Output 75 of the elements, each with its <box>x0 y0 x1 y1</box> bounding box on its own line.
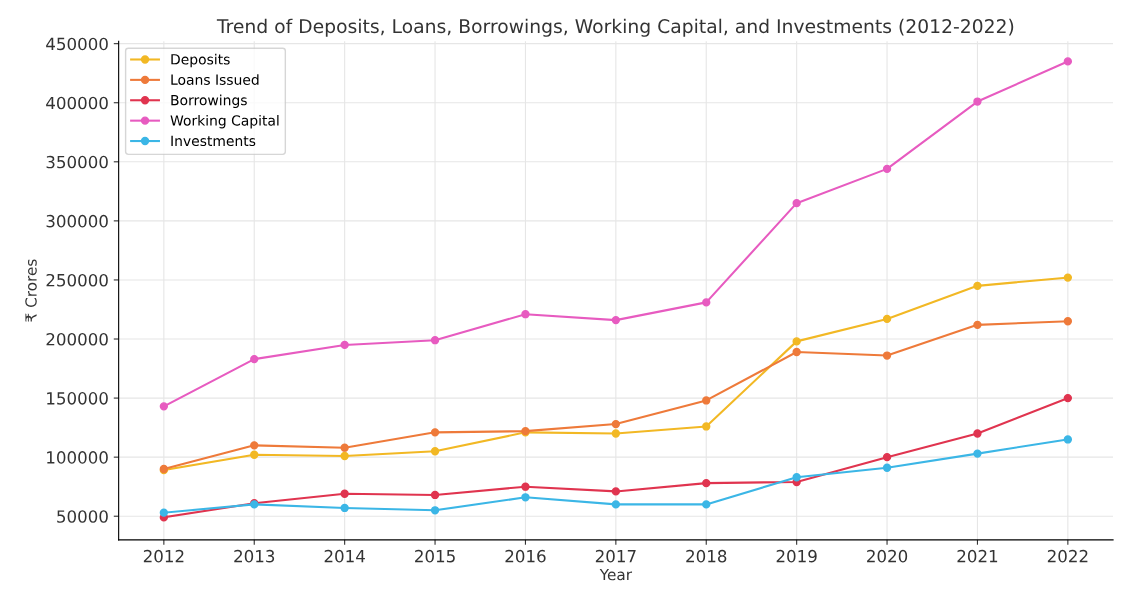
legend-label: Deposits <box>171 53 230 68</box>
point <box>792 337 801 346</box>
point <box>702 422 711 431</box>
point <box>521 310 530 319</box>
point <box>340 451 349 461</box>
y-tick-label: 400000 <box>46 96 108 110</box>
point <box>1063 393 1073 403</box>
y-tick-label: 200000 <box>46 332 108 346</box>
point <box>611 315 621 325</box>
point <box>430 447 440 456</box>
x-tick-label: 2013 <box>234 549 275 563</box>
point <box>340 443 349 452</box>
point <box>973 281 982 291</box>
point <box>521 482 530 491</box>
y-tick-label: 100000 <box>47 451 108 464</box>
x-tick-label: 2021 <box>957 549 998 563</box>
point <box>882 452 892 462</box>
y-tick-label: 300000 <box>46 214 108 228</box>
point <box>1063 57 1073 66</box>
y-tick-label: 450000 <box>46 37 108 51</box>
point <box>882 314 892 324</box>
x-tick-label: 2022 <box>1047 549 1088 563</box>
point <box>973 320 982 330</box>
x-tick-label: 2014 <box>324 549 365 563</box>
x-tick-label: 2019 <box>776 549 817 563</box>
point <box>430 336 440 345</box>
legend-label: Working Capital <box>170 114 279 129</box>
y-tick-label: 250000 <box>46 273 108 287</box>
point <box>882 463 892 472</box>
point <box>702 500 711 509</box>
chart-title: Trend of Deposits, Loans, Borrowings, Working Capital, and Investments (2012-2022) <box>216 18 1014 37</box>
point <box>340 503 349 513</box>
legend-label: Investments <box>171 135 256 147</box>
point <box>702 478 711 488</box>
point <box>611 419 621 429</box>
point <box>702 298 711 307</box>
point <box>882 351 892 360</box>
x-tick-label: 2012 <box>143 549 184 563</box>
y-axis-title: ₹ Crores <box>25 259 37 322</box>
point <box>792 347 801 357</box>
point <box>792 198 801 208</box>
point <box>1063 317 1073 326</box>
point <box>340 340 349 350</box>
legend-label: Loans Issued <box>171 74 259 85</box>
point <box>611 429 621 438</box>
point <box>430 428 440 437</box>
point <box>430 490 440 500</box>
point <box>1063 273 1073 282</box>
point <box>250 450 259 459</box>
y-tick-label: 50000 <box>57 510 108 523</box>
point <box>611 500 621 509</box>
x-tick-label: 2015 <box>415 549 455 563</box>
x-tick-label: 2020 <box>867 549 908 563</box>
point <box>882 164 892 174</box>
point <box>159 508 169 517</box>
point <box>973 449 982 458</box>
x-axis-title: Year <box>599 568 633 581</box>
point <box>521 493 530 502</box>
y-tick-label: 350000 <box>46 155 108 169</box>
point <box>973 97 982 106</box>
point <box>430 506 440 515</box>
x-tick-label: 2016 <box>505 549 546 563</box>
point <box>611 487 621 496</box>
legend-label: Borrowings <box>171 94 247 109</box>
point <box>250 441 259 450</box>
point <box>702 396 711 405</box>
point <box>340 489 349 498</box>
point <box>973 429 982 438</box>
point <box>792 473 801 482</box>
point <box>1063 435 1073 444</box>
x-tick-label: 2018 <box>686 549 727 563</box>
point <box>250 354 259 364</box>
x-tick-label: 2017 <box>595 549 636 563</box>
y-tick-label: 150000 <box>47 392 108 405</box>
point <box>159 402 169 411</box>
